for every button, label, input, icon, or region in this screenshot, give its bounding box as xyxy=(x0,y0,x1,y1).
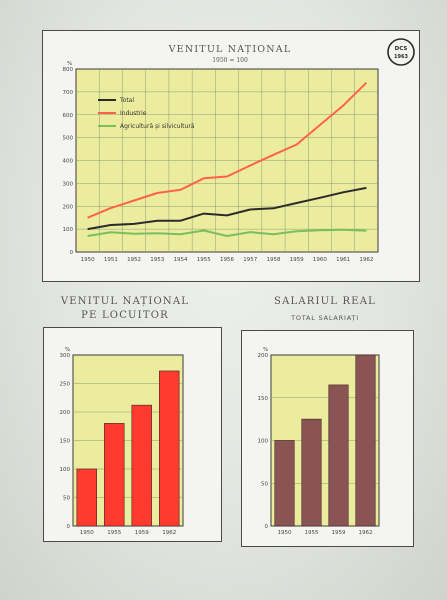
bar-chart-1-title: VENITUL NAȚIONAL xyxy=(60,296,190,307)
bar-chart-1-bar-1955 xyxy=(104,423,125,527)
bar-chart-2-y-tick: 50 xyxy=(261,481,268,487)
bar-chart-1-x-tick: 1962 xyxy=(162,530,176,536)
bar-chart-2-y-tick: 150 xyxy=(258,396,269,402)
bar-chart-1-y-tick: 150 xyxy=(60,439,71,445)
bar-chart-2-x-tick: 1959 xyxy=(332,530,346,536)
dcs-badge-circle xyxy=(387,38,415,66)
legend-label-1: Total xyxy=(119,97,134,104)
series-line-1 xyxy=(87,186,367,231)
bar-chart-2-y-tick: 100 xyxy=(258,439,269,445)
line-chart-y-tick: 800 xyxy=(63,67,74,73)
line-chart-y-tick: 400 xyxy=(63,159,74,165)
series-line-2 xyxy=(87,81,368,219)
line-chart-x-tick: 1958 xyxy=(266,257,280,263)
bar-chart-1-x-tick: 1950 xyxy=(80,530,94,536)
bar-chart-2-title: SALARIUL REAL xyxy=(274,296,376,307)
line-chart-x-tick: 1956 xyxy=(220,257,234,263)
bar-chart-1-y-tick: 300 xyxy=(60,353,71,359)
bar-chart-2-subtitle: TOTAL SALARIAȚI xyxy=(291,314,359,322)
bar-chart-1-bar-1950 xyxy=(76,468,97,527)
bar-chart-2-bar-1959 xyxy=(328,384,349,527)
line-chart-x-tick: 1950 xyxy=(81,257,95,263)
line-chart-x-tick: 1957 xyxy=(243,257,257,263)
bar-chart-1-x-tick: 1955 xyxy=(107,530,121,536)
bar-chart-1-title2: PE LOCUITOR xyxy=(81,310,169,321)
bar-chart-1-y-tick: 50 xyxy=(63,496,70,502)
bar-chart-2-bar-1955 xyxy=(301,418,322,527)
line-chart-y-tick: 100 xyxy=(63,227,74,233)
legend-label-2: Industrie xyxy=(120,110,147,117)
line-chart-x-tick: 1962 xyxy=(359,257,373,263)
line-chart-unit: % xyxy=(67,61,72,67)
bar-chart-2-bar-1962 xyxy=(355,354,376,527)
line-chart-x-tick: 1952 xyxy=(127,257,141,263)
bar-chart-1-y-tick: 250 xyxy=(60,382,71,388)
bar-chart-2-unit: % xyxy=(263,347,268,353)
line-chart-y-tick: 200 xyxy=(63,204,74,210)
bar-chart-2-y-tick: 200 xyxy=(258,353,269,359)
line-chart-x-tick: 1960 xyxy=(313,257,327,263)
bar-chart-2-x-tick: 1962 xyxy=(359,530,373,536)
legend-label-3: Agricultură și silvicultură xyxy=(120,123,195,130)
dcs-badge-line2: 1963 xyxy=(394,54,408,60)
line-chart-x-tick: 1959 xyxy=(290,257,304,263)
bar-chart-1-y-tick: 0 xyxy=(67,524,71,530)
line-chart-title: VENITUL NAȚIONAL xyxy=(168,44,292,55)
line-chart-y-tick: 600 xyxy=(63,113,74,119)
line-chart-subtitle: 1950 = 100 xyxy=(212,57,248,64)
line-chart-x-tick: 1954 xyxy=(174,257,188,263)
line-chart-y-tick: 500 xyxy=(63,136,74,142)
bar-chart-2-x-tick: 1950 xyxy=(278,530,292,536)
line-chart-x-tick: 1951 xyxy=(104,257,118,263)
line-chart-y-tick: 300 xyxy=(63,181,74,187)
line-chart-y-tick: 0 xyxy=(70,250,74,256)
series-line-3 xyxy=(87,228,367,237)
bar-chart-2-bar-1950 xyxy=(274,440,295,527)
line-chart-x-tick: 1955 xyxy=(197,257,211,263)
bar-chart-2-x-tick: 1955 xyxy=(305,530,319,536)
bar-chart-1-y-tick: 200 xyxy=(60,410,71,416)
bar-chart-1-unit: % xyxy=(65,347,70,353)
dcs-badge-line1: DCS xyxy=(395,46,408,52)
line-chart-y-tick: 700 xyxy=(63,90,74,96)
bar-chart-1-y-tick: 100 xyxy=(60,467,71,473)
line-chart-x-tick: 1961 xyxy=(336,257,350,263)
bar-chart-1-bar-1962 xyxy=(159,370,180,527)
line-chart-x-tick: 1953 xyxy=(150,257,164,263)
bar-chart-1-x-tick: 1959 xyxy=(135,530,149,536)
bar-chart-1-bar-1959 xyxy=(131,404,152,527)
bar-chart-2-y-tick: 0 xyxy=(265,524,269,530)
